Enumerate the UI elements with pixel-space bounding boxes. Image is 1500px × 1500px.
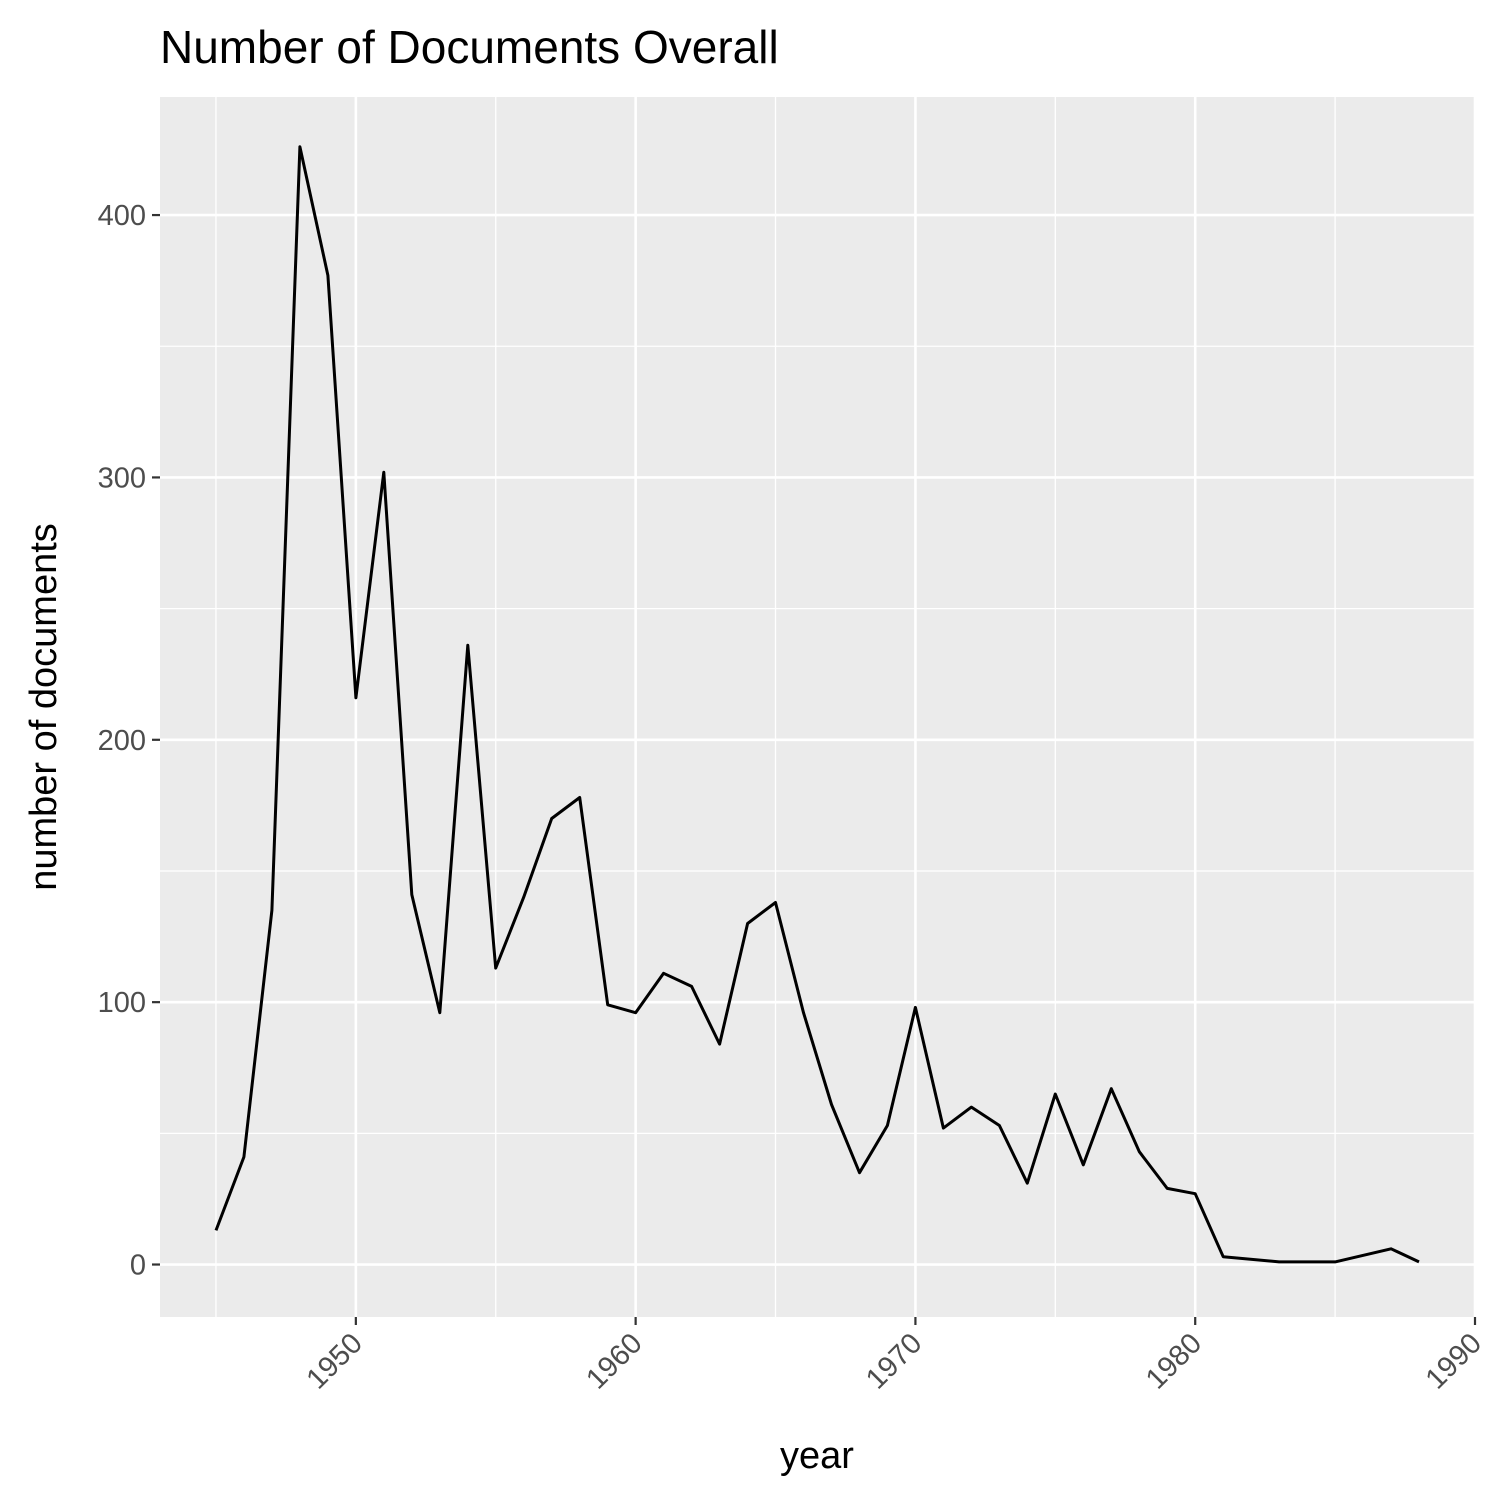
- y-tick-label: 0: [130, 1250, 146, 1282]
- major-grid-lines: [160, 97, 1477, 1317]
- x-tick-label: 1960: [580, 1327, 648, 1395]
- y-axis-title: number of documents: [23, 523, 65, 891]
- x-axis-title: year: [780, 1435, 854, 1477]
- y-tick-label: 200: [98, 725, 146, 757]
- x-tick-label: 1980: [1140, 1327, 1208, 1395]
- x-tick-label: 1950: [301, 1327, 369, 1395]
- y-tick-label: 400: [98, 200, 146, 232]
- plot-panel: [160, 97, 1475, 1317]
- y-tick-label: 300: [98, 462, 146, 494]
- x-axis: 1950 1960 1970 1980 1990: [301, 1317, 1488, 1396]
- series-line: [214, 145, 1420, 1264]
- minor-grid-lines: [160, 97, 1475, 1317]
- y-axis: 0 100 200 300 400: [98, 200, 160, 1282]
- y-tick-label: 100: [98, 987, 146, 1019]
- x-tick-label: 1990: [1420, 1327, 1488, 1395]
- chart-title: Number of Documents Overall: [160, 21, 779, 73]
- series-layer: [214, 145, 1420, 1264]
- x-tick-label: 1970: [860, 1327, 928, 1395]
